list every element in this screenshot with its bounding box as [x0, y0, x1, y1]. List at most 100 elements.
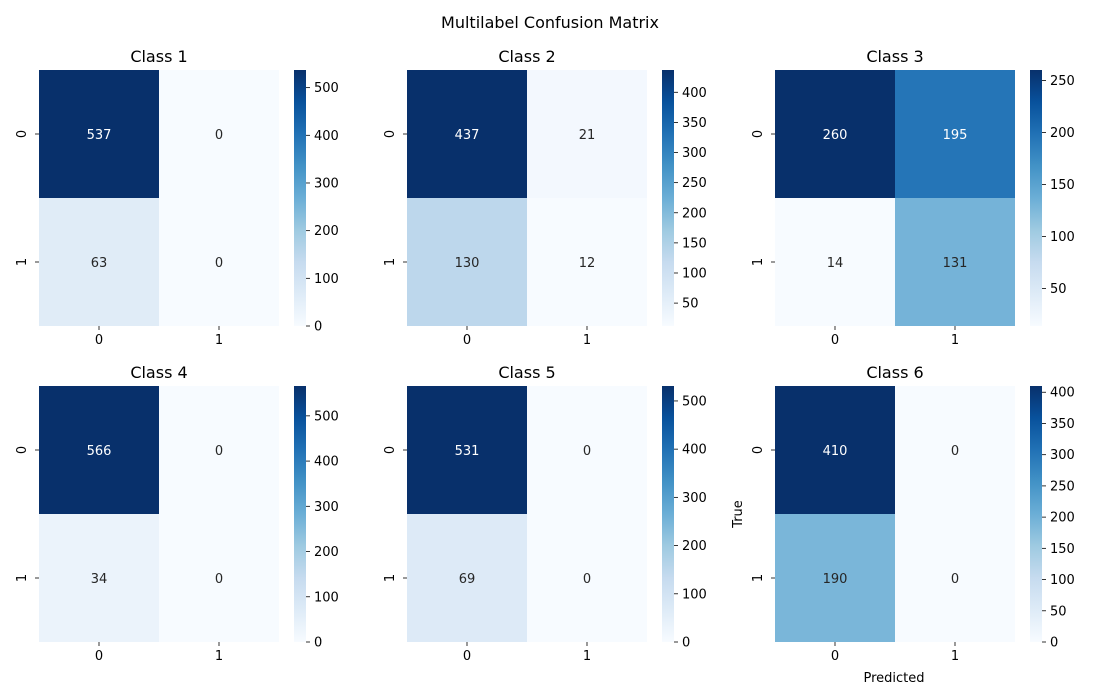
- colorbar: [294, 386, 306, 642]
- cell-value-label: 21: [579, 128, 596, 143]
- colorbar-tick-label: 0: [1050, 636, 1058, 651]
- colorbar-tick-label: 100: [682, 587, 707, 602]
- colorbar-tick-label: 0: [314, 320, 322, 335]
- heatmap-cell: [895, 386, 1015, 514]
- colorbar-tick-label: 0: [682, 636, 690, 651]
- heatmap-cell: [39, 386, 159, 514]
- cell-value-label: 14: [827, 256, 844, 271]
- heatmap-cell: [159, 198, 279, 326]
- x-tick-label: 0: [95, 333, 103, 348]
- colorbar-tick-label: 300: [314, 500, 339, 515]
- heatmap-cell: [775, 70, 895, 198]
- x-axis-label: Predicted: [863, 671, 924, 686]
- panel-title: Class 2: [498, 47, 555, 66]
- heatmap-cell: [775, 386, 895, 514]
- cell-value-label: 69: [459, 572, 476, 587]
- colorbar: [662, 70, 674, 326]
- colorbar-tick-label: 150: [1050, 542, 1075, 557]
- colorbar-tick-label: 500: [314, 409, 339, 424]
- colorbar-tick-label: 200: [682, 539, 707, 554]
- heatmap-cell: [39, 514, 159, 642]
- colorbar-tick-label: 400: [682, 86, 707, 101]
- y-axis-label: True: [731, 500, 746, 529]
- cell-value-label: 537: [87, 128, 112, 143]
- colorbar-tick-label: 300: [682, 146, 707, 161]
- heatmap-panel-1: Class 1 537 0 63 0 0 1 0 1 0 100 200 300 400 500: [15, 47, 339, 348]
- cell-value-label: 0: [583, 572, 591, 587]
- colorbar-tick-label: 400: [682, 443, 707, 458]
- colorbar-tick-label: 200: [682, 206, 707, 221]
- cell-value-label: 0: [215, 256, 223, 271]
- colorbar-tick-label: 50: [682, 297, 699, 312]
- cell-value-label: 0: [951, 444, 959, 459]
- x-tick-label: 1: [583, 333, 591, 348]
- heatmap-cell: [895, 198, 1015, 326]
- y-tick-label: 1: [15, 258, 30, 266]
- colorbar-tick-label: 250: [1050, 479, 1075, 494]
- colorbar-tick-label: 0: [314, 636, 322, 651]
- heatmap-cell: [527, 386, 647, 514]
- y-tick-label: 1: [383, 258, 398, 266]
- cell-value-label: 531: [455, 444, 480, 459]
- x-tick-label: 0: [95, 649, 103, 664]
- cell-value-label: 0: [583, 444, 591, 459]
- cell-value-label: 130: [455, 256, 480, 271]
- x-tick-label: 0: [831, 333, 839, 348]
- y-tick-label: 1: [751, 574, 766, 582]
- colorbar-tick-label: 100: [314, 272, 339, 287]
- colorbar-tick-label: 500: [314, 81, 339, 96]
- heatmap-cell: [527, 70, 647, 198]
- panel-title: Class 6: [866, 363, 923, 382]
- x-tick-label: 1: [215, 333, 223, 348]
- colorbar-tick-label: 200: [1050, 126, 1075, 141]
- heatmap-cell: [159, 70, 279, 198]
- cell-value-label: 0: [951, 572, 959, 587]
- colorbar-tick-label: 100: [1050, 573, 1075, 588]
- heatmap-cell: [895, 70, 1015, 198]
- colorbar-tick-label: 300: [682, 491, 707, 506]
- colorbar-tick-label: 400: [314, 129, 339, 144]
- heatmap-cell: [895, 514, 1015, 642]
- colorbar-tick-label: 150: [682, 236, 707, 251]
- x-tick-label: 0: [463, 649, 471, 664]
- colorbar: [662, 386, 674, 642]
- cell-value-label: 0: [215, 128, 223, 143]
- heatmap-cell: [159, 386, 279, 514]
- colorbar: [294, 70, 306, 326]
- colorbar-tick-label: 100: [1050, 230, 1075, 245]
- panel-title: Class 4: [130, 363, 187, 382]
- cell-value-label: 410: [823, 444, 848, 459]
- heatmap-cell: [775, 198, 895, 326]
- cell-value-label: 0: [215, 572, 223, 587]
- colorbar: [1030, 386, 1042, 642]
- cell-value-label: 437: [455, 128, 480, 143]
- heatmap-cell: [407, 70, 527, 198]
- colorbar-tick-label: 50: [1050, 282, 1067, 297]
- cell-value-label: 63: [91, 256, 108, 271]
- colorbar-tick-label: 200: [314, 545, 339, 560]
- colorbar-tick-label: 500: [682, 394, 707, 409]
- y-tick-label: 0: [15, 446, 30, 454]
- colorbar-tick-label: 200: [314, 224, 339, 239]
- x-tick-label: 1: [951, 333, 959, 348]
- heatmap-cell: [159, 514, 279, 642]
- heatmap-cell: [407, 198, 527, 326]
- colorbar-tick-label: 100: [682, 266, 707, 281]
- y-tick-label: 0: [15, 130, 30, 138]
- colorbar-tick-label: 300: [1050, 448, 1075, 463]
- panel-title: Class 1: [130, 47, 187, 66]
- heatmap-panel-5: Class 5 531 0 69 0 0 1 0 1 0 100 200 300 400 500: [383, 363, 707, 664]
- cell-value-label: 566: [87, 444, 112, 459]
- heatmap-cell: [407, 386, 527, 514]
- y-tick-label: 0: [751, 130, 766, 138]
- heatmap-panel-4: Class 4 566 0 34 0 0 1 0 1 0 100 200 300 400 500: [15, 363, 339, 664]
- heatmap-cell: [527, 514, 647, 642]
- x-tick-label: 0: [831, 649, 839, 664]
- colorbar-tick-label: 250: [1050, 74, 1075, 89]
- y-tick-label: 0: [751, 446, 766, 454]
- heatmap-cell: [39, 198, 159, 326]
- y-tick-label: 1: [383, 574, 398, 582]
- colorbar-tick-label: 350: [682, 116, 707, 131]
